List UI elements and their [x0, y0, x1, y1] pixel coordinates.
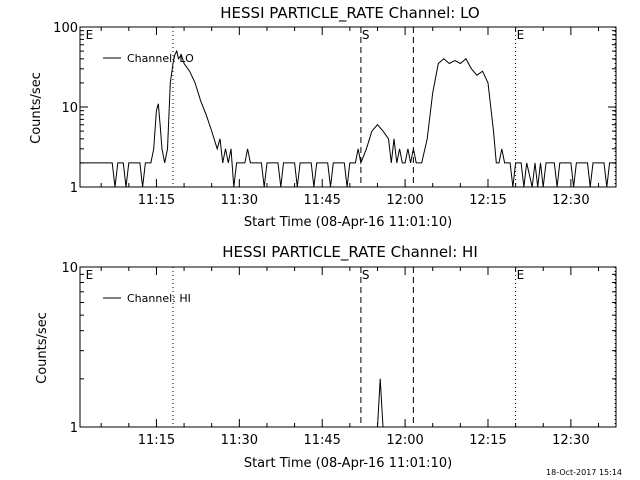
- x-tick-label-lo: 11:30: [221, 193, 258, 208]
- y-tick-label-hi: 1: [70, 421, 78, 436]
- y-axis-label-hi: Counts/sec: [35, 312, 50, 384]
- series-line-lo: [80, 49, 616, 188]
- y-axis-label-lo: Counts/sec: [29, 72, 44, 144]
- chart-title-hi: HESSI PARTICLE_RATE Channel: HI: [222, 243, 478, 262]
- plot-area-hi: 11:15 11:30 11:45 12:00 12:15 12:30 1 10 E S E: [61, 261, 616, 448]
- legend-lo: Channel: LO: [103, 52, 194, 65]
- x-tick-label-hi: 12:00: [386, 433, 423, 448]
- x-tick-label-lo: 12:30: [552, 193, 589, 208]
- x-tick-label-lo: 12:00: [386, 193, 423, 208]
- y-tick-label-lo: 100: [53, 21, 78, 36]
- y-tick-label-lo: 10: [61, 101, 78, 116]
- x-tick-label-lo: 11:15: [138, 193, 175, 208]
- plot-frame-lo: [79, 26, 617, 188]
- panel-hi: HESSI PARTICLE_RATE Channel: HI Counts/s…: [35, 243, 617, 471]
- event-marker-label-lo: S: [362, 28, 370, 42]
- x-axis-label-hi: Start Time (08-Apr-16 11:01:10): [244, 456, 452, 471]
- plot-frame-hi: [79, 266, 617, 428]
- panel-lo: HESSI PARTICLE_RATE Channel: LO Counts/s…: [29, 4, 617, 230]
- x-tick-label-lo: 12:15: [469, 193, 506, 208]
- x-tick-label-hi: 12:15: [469, 433, 506, 448]
- legend-label-lo: Channel: LO: [127, 52, 194, 65]
- y-tick-label-lo: 1: [70, 181, 78, 196]
- event-marker-label-lo: E: [517, 28, 525, 42]
- event-marker-label-hi: S: [362, 268, 370, 282]
- event-marker-label-hi: E: [86, 268, 94, 282]
- x-tick-label-hi: 11:45: [303, 433, 340, 448]
- legend-hi: Channel: HI: [103, 292, 191, 305]
- generation-timestamp: 18-Oct-2017 15:14: [546, 468, 622, 477]
- series-line-hi: [377, 378, 384, 428]
- x-tick-label-hi: 12:30: [552, 433, 589, 448]
- legend-label-hi: Channel: HI: [127, 292, 191, 305]
- event-marker-label-hi: E: [517, 268, 525, 282]
- x-tick-label-hi: 11:15: [138, 433, 175, 448]
- y-tick-label-hi: 10: [61, 261, 78, 276]
- chart-title-lo: HESSI PARTICLE_RATE Channel: LO: [220, 4, 479, 23]
- plot-area-lo: 11:15 11:30 11:45 12:00 12:15 12:30 1 10 100 E S E: [53, 21, 616, 208]
- x-tick-label-hi: 11:30: [221, 433, 258, 448]
- event-marker-label-lo: E: [86, 28, 94, 42]
- x-axis-label-lo: Start Time (08-Apr-16 11:01:10): [244, 215, 452, 230]
- x-tick-label-lo: 11:45: [303, 193, 340, 208]
